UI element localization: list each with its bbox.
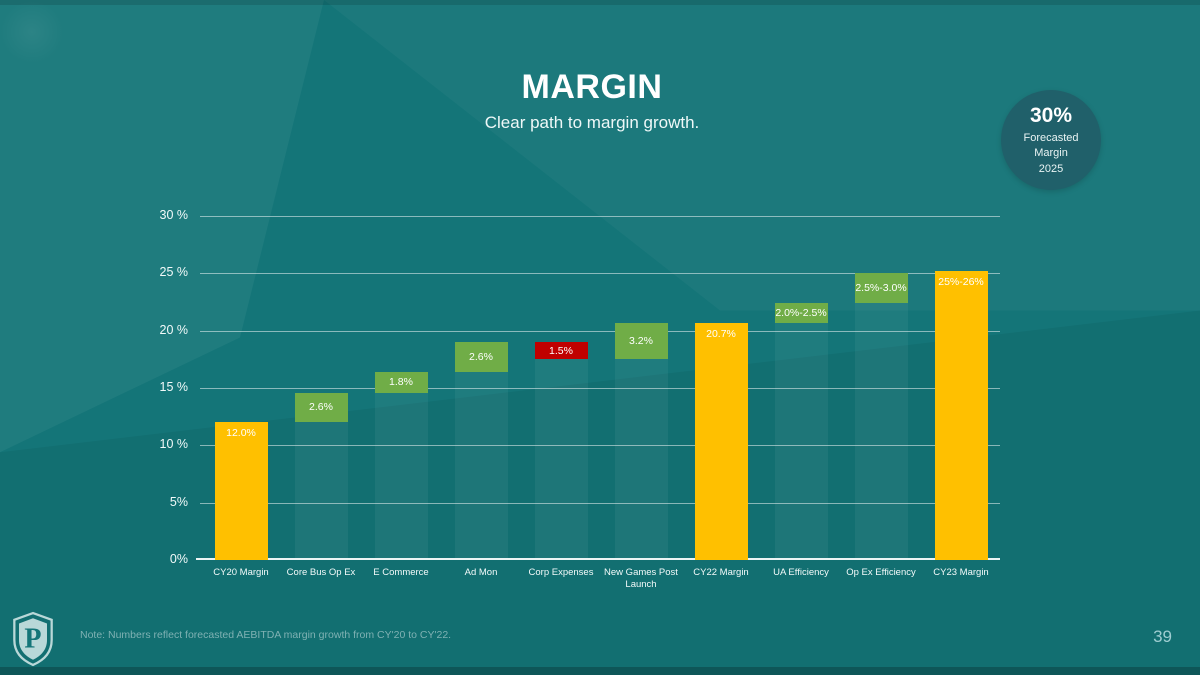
badge-label-line: Forecasted [1023, 132, 1079, 145]
bar-connector-band [534, 359, 588, 558]
bar-connector-band [774, 322, 828, 558]
x-axis-label: Op Ex Efficiency [846, 567, 916, 578]
x-axis-line [196, 558, 1000, 560]
x-axis-label: Core Bus Op Ex [286, 567, 356, 578]
y-tick-label: 25 % [159, 265, 189, 280]
badge-label-line: Margin [1034, 147, 1068, 160]
bar-value-label: 2.0%-2.5% [775, 306, 827, 319]
bar-connector-band [294, 422, 348, 558]
x-axis-label: E Commerce [373, 567, 429, 578]
waterfall-bar: 12.0% [214, 422, 268, 560]
y-tick-label: 20 % [159, 322, 189, 337]
bar-value-label: 20.7% [706, 327, 736, 340]
badge-value: 30% [1029, 104, 1073, 128]
waterfall-bar: 3.2% [614, 322, 668, 360]
grid-line [200, 330, 1000, 332]
bar-connector-band [454, 371, 508, 558]
x-axis-label: CY20 Margin [213, 567, 269, 578]
bar-value-label: 25%-26% [938, 276, 984, 289]
x-axis-label: New Games Post Launch [604, 567, 678, 591]
forecast-margin-badge: 30% Forecasted Margin 2025 [1001, 90, 1101, 190]
badge-label-line: 2025 [1038, 162, 1064, 175]
y-tick-label: 5% [169, 494, 188, 509]
y-tick-label: 0% [169, 552, 188, 566]
subtitle: Clear path to margin growth. [484, 113, 700, 132]
page-number: 39 [1153, 627, 1172, 646]
x-axis-label: Ad Mon [464, 567, 498, 578]
shield-p-logo-icon: P [13, 611, 53, 667]
y-tick-label: 15 % [159, 380, 189, 394]
x-axis-label: CY22 Margin [693, 567, 749, 578]
background-shape [0, 0, 1200, 5]
x-axis-label: Corp Expenses [528, 567, 594, 578]
waterfall-bar: 2.6% [454, 342, 508, 372]
bar-value-label: 1.8% [389, 376, 413, 389]
grid-line [200, 273, 1000, 275]
bar-value-label: 3.2% [629, 334, 653, 347]
slide-header: MARGIN Clear path to margin growth. [0, 68, 1184, 133]
waterfall-bar: 2.6% [294, 392, 348, 423]
x-axis-label: UA Efficiency [773, 567, 829, 578]
waterfall-chart: 0% 5% 10 % 15 % 20 % 25 % 30 % 12.0% CY20 Margin… [160, 208, 1000, 590]
grid-line [200, 388, 1000, 389]
waterfall-bar: 20.7% [694, 322, 748, 560]
footnote: Note: Numbers reflect forecasted AEBITDA… [80, 629, 452, 641]
bar-connector-band [854, 303, 908, 558]
bar-value-label: 2.5%-3.0% [855, 282, 907, 295]
bar-value-label: 2.6% [469, 351, 493, 364]
y-tick-label: 30 % [159, 208, 189, 222]
watermark-circle [0, 0, 64, 64]
waterfall-bar: 2.5%-3.0% [854, 273, 908, 304]
waterfall-bar: 1.5% [534, 342, 588, 360]
x-axis-label: CY23 Margin [933, 567, 989, 578]
waterfall-bar: 1.8% [374, 371, 428, 393]
bar-value-label: 12.0% [226, 427, 256, 440]
waterfall-bar: 25%-26% [934, 271, 988, 560]
bar-value-label: 1.5% [549, 344, 573, 357]
page-title: MARGIN [521, 68, 663, 106]
svg-text:P: P [24, 623, 41, 654]
bar-connector-band [614, 359, 668, 558]
bar-value-label: 2.6% [309, 401, 333, 414]
grid-line [200, 502, 1000, 504]
waterfall-bar: 2.0%-2.5% [774, 303, 828, 323]
grid-line [200, 216, 1000, 217]
bar-connector-band [374, 392, 428, 558]
y-tick-label: 10 % [159, 437, 189, 452]
grid-line [200, 445, 1000, 447]
background-shape [0, 667, 1200, 675]
